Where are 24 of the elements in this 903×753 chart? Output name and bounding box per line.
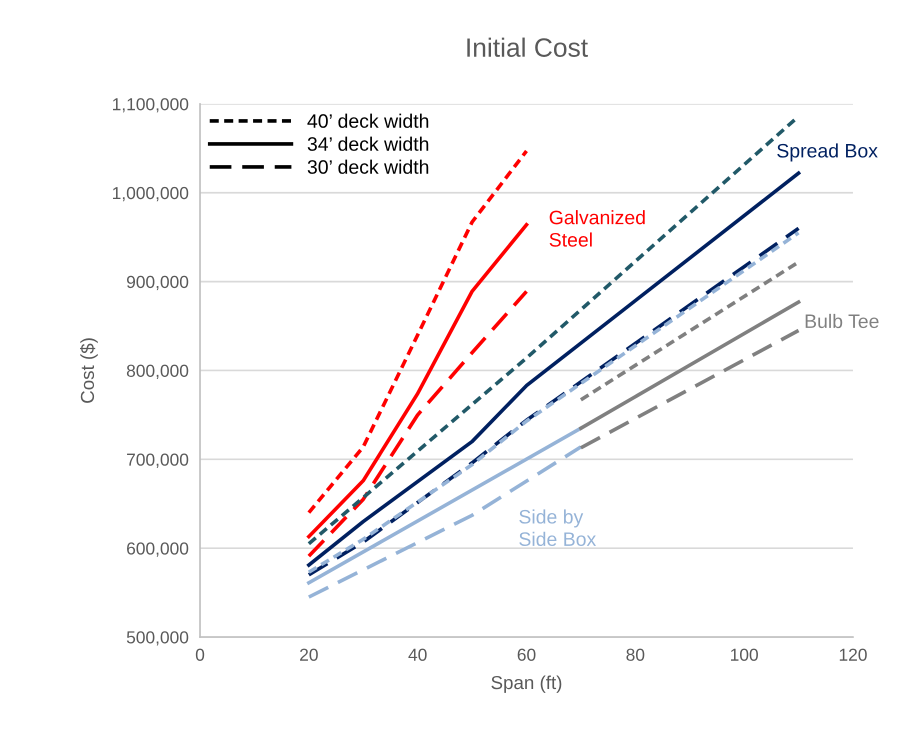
x-tick-label: 100 (730, 648, 758, 661)
annotation: 30’ deck width (308, 160, 428, 174)
y-axis-title: Cost ($) (80, 338, 98, 403)
series-label: Spread Box (777, 143, 878, 162)
text: Side by Side Box (519, 509, 596, 546)
y-tick-label: 1,100,000 (113, 98, 188, 112)
x-tick-label: 60 (518, 648, 536, 661)
series-label: Bulb Tee (806, 314, 879, 328)
series-label: Galvanized Steel (550, 210, 645, 247)
x-tick-label: 0 (196, 648, 204, 661)
x-tick-label: 20 (300, 648, 318, 661)
y-tick-label: 800,000 (126, 364, 188, 379)
annotation: 34’ deck width (308, 136, 428, 151)
x-tick-label: 80 (626, 648, 644, 661)
y-tick-label: 500,000 (126, 631, 188, 646)
chart-title: Initial Cost (467, 38, 588, 57)
x-tick-label: 120 (840, 648, 867, 661)
y-tick-label: 700,000 (127, 454, 188, 468)
y-tick-label: 900,000 (126, 276, 188, 290)
x-tick-label: 40 (408, 648, 427, 661)
x-axis-title: Span (ft) (491, 675, 562, 693)
annotation: 40’ deck width (307, 114, 428, 128)
y-tick-label: 1,000,000 (113, 186, 188, 202)
y-tick-label: 600,000 (127, 542, 188, 557)
